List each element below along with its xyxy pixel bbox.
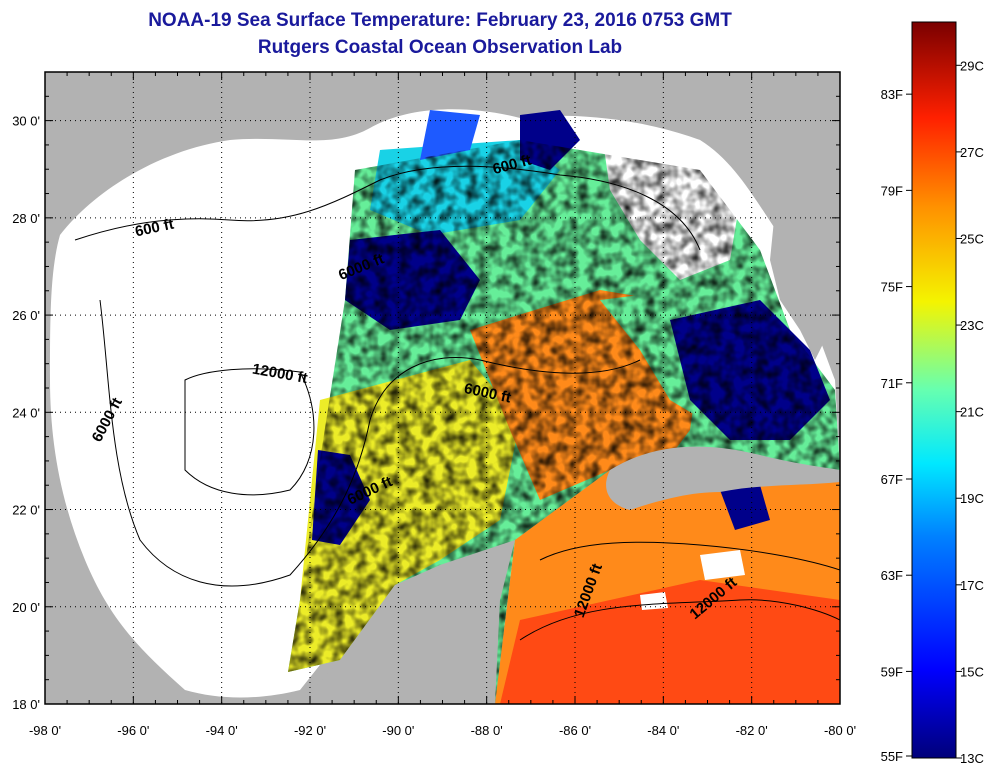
colorbar-celsius-label: 21C [960,405,984,420]
colorbar-celsius-label: 15C [960,664,984,679]
sst-swath [288,110,840,704]
colorbar: 29C 27C 25C 23C 21C 19C 17C 15C 13C 83F 79F 75F 71F 6… [881,21,984,766]
colorbar-celsius-label: 19C [960,491,984,506]
sst-texture [288,140,840,704]
land-florida [740,72,840,360]
lon-tick-label: -86 0' [559,723,591,738]
graticule [45,72,840,704]
lat-tick-label: 26 0' [12,308,40,323]
contour-12000ft [184,368,315,496]
map-subtitle: Rutgers Coastal Ocean Observation Lab [257,37,623,58]
contour-6000ft [99,299,641,587]
bathymetry-contours [74,165,840,641]
cloud-gap-caribbean-2 [640,592,668,610]
axis-ticks: -98 0' -96 0' -94 0' -92 0' -90 0' -88 0' -86 … [12,71,856,738]
colorbar-celsius-label: 23C [960,318,984,333]
contour-600ft [74,165,701,251]
lon-tick-label: -88 0' [471,723,503,738]
lon-tick-label: -82 0' [736,723,768,738]
lon-tick-label: -96 0' [117,723,149,738]
colorbar-fahrenheit-label: 79F [881,183,903,198]
colorbar-fahrenheit-label: 75F [881,280,903,295]
colorbar-fahrenheit-label: 59F [881,664,903,679]
lat-tick-label: 24 0' [12,405,40,420]
lat-tick-label: 22 0' [12,503,40,518]
lon-tick-label: -98 0' [29,723,61,738]
sst-patch-cold-caribbean [720,485,770,530]
lat-tick-label: 18 0' [12,697,40,712]
lat-tick-label: 30 0' [12,114,40,129]
map-title: NOAA-19 Sea Surface Temperature: Februar… [148,10,732,31]
colorbar-celsius-label: 25C [960,231,984,246]
colorbar-fahrenheit-label: 55F [881,749,903,764]
lon-tick-label: -92 0' [294,723,326,738]
colorbar-labels: 29C 27C 25C 23C 21C 19C 17C 15C 13C 83F 79F 75F 71F 6… [881,58,984,766]
lon-tick-label: -80 0' [824,723,856,738]
colorbar-celsius-label: 27C [960,145,984,160]
sst-patch-cool-north [420,110,480,160]
colorbar-celsius-label: 17C [960,578,984,593]
lat-tick-label: 20 0' [12,600,40,615]
land-cuba [606,446,840,510]
cloud-gap-caribbean-1 [700,550,745,580]
lat-tick-label: 28 0' [12,211,40,226]
land-yucatan [300,540,515,704]
colorbar-celsius-label: 13C [960,751,984,766]
contour-6000ft-caribbean [519,599,840,641]
colorbar-fahrenheit-label: 83F [881,87,903,102]
colorbar-fahrenheit-label: 71F [881,376,903,391]
sst-patch-caribbean-south [500,580,840,704]
contour-12000ft-caribbean [539,541,840,571]
colorbar-fahrenheit-label: 67F [881,472,903,487]
colorbar-scale [911,21,957,759]
colorbar-celsius-label: 29C [960,58,984,73]
colorbar-fahrenheit-label: 63F [881,568,903,583]
lon-tick-label: -84 0' [647,723,679,738]
lon-tick-label: -90 0' [382,723,414,738]
lon-tick-label: -94 0' [206,723,238,738]
